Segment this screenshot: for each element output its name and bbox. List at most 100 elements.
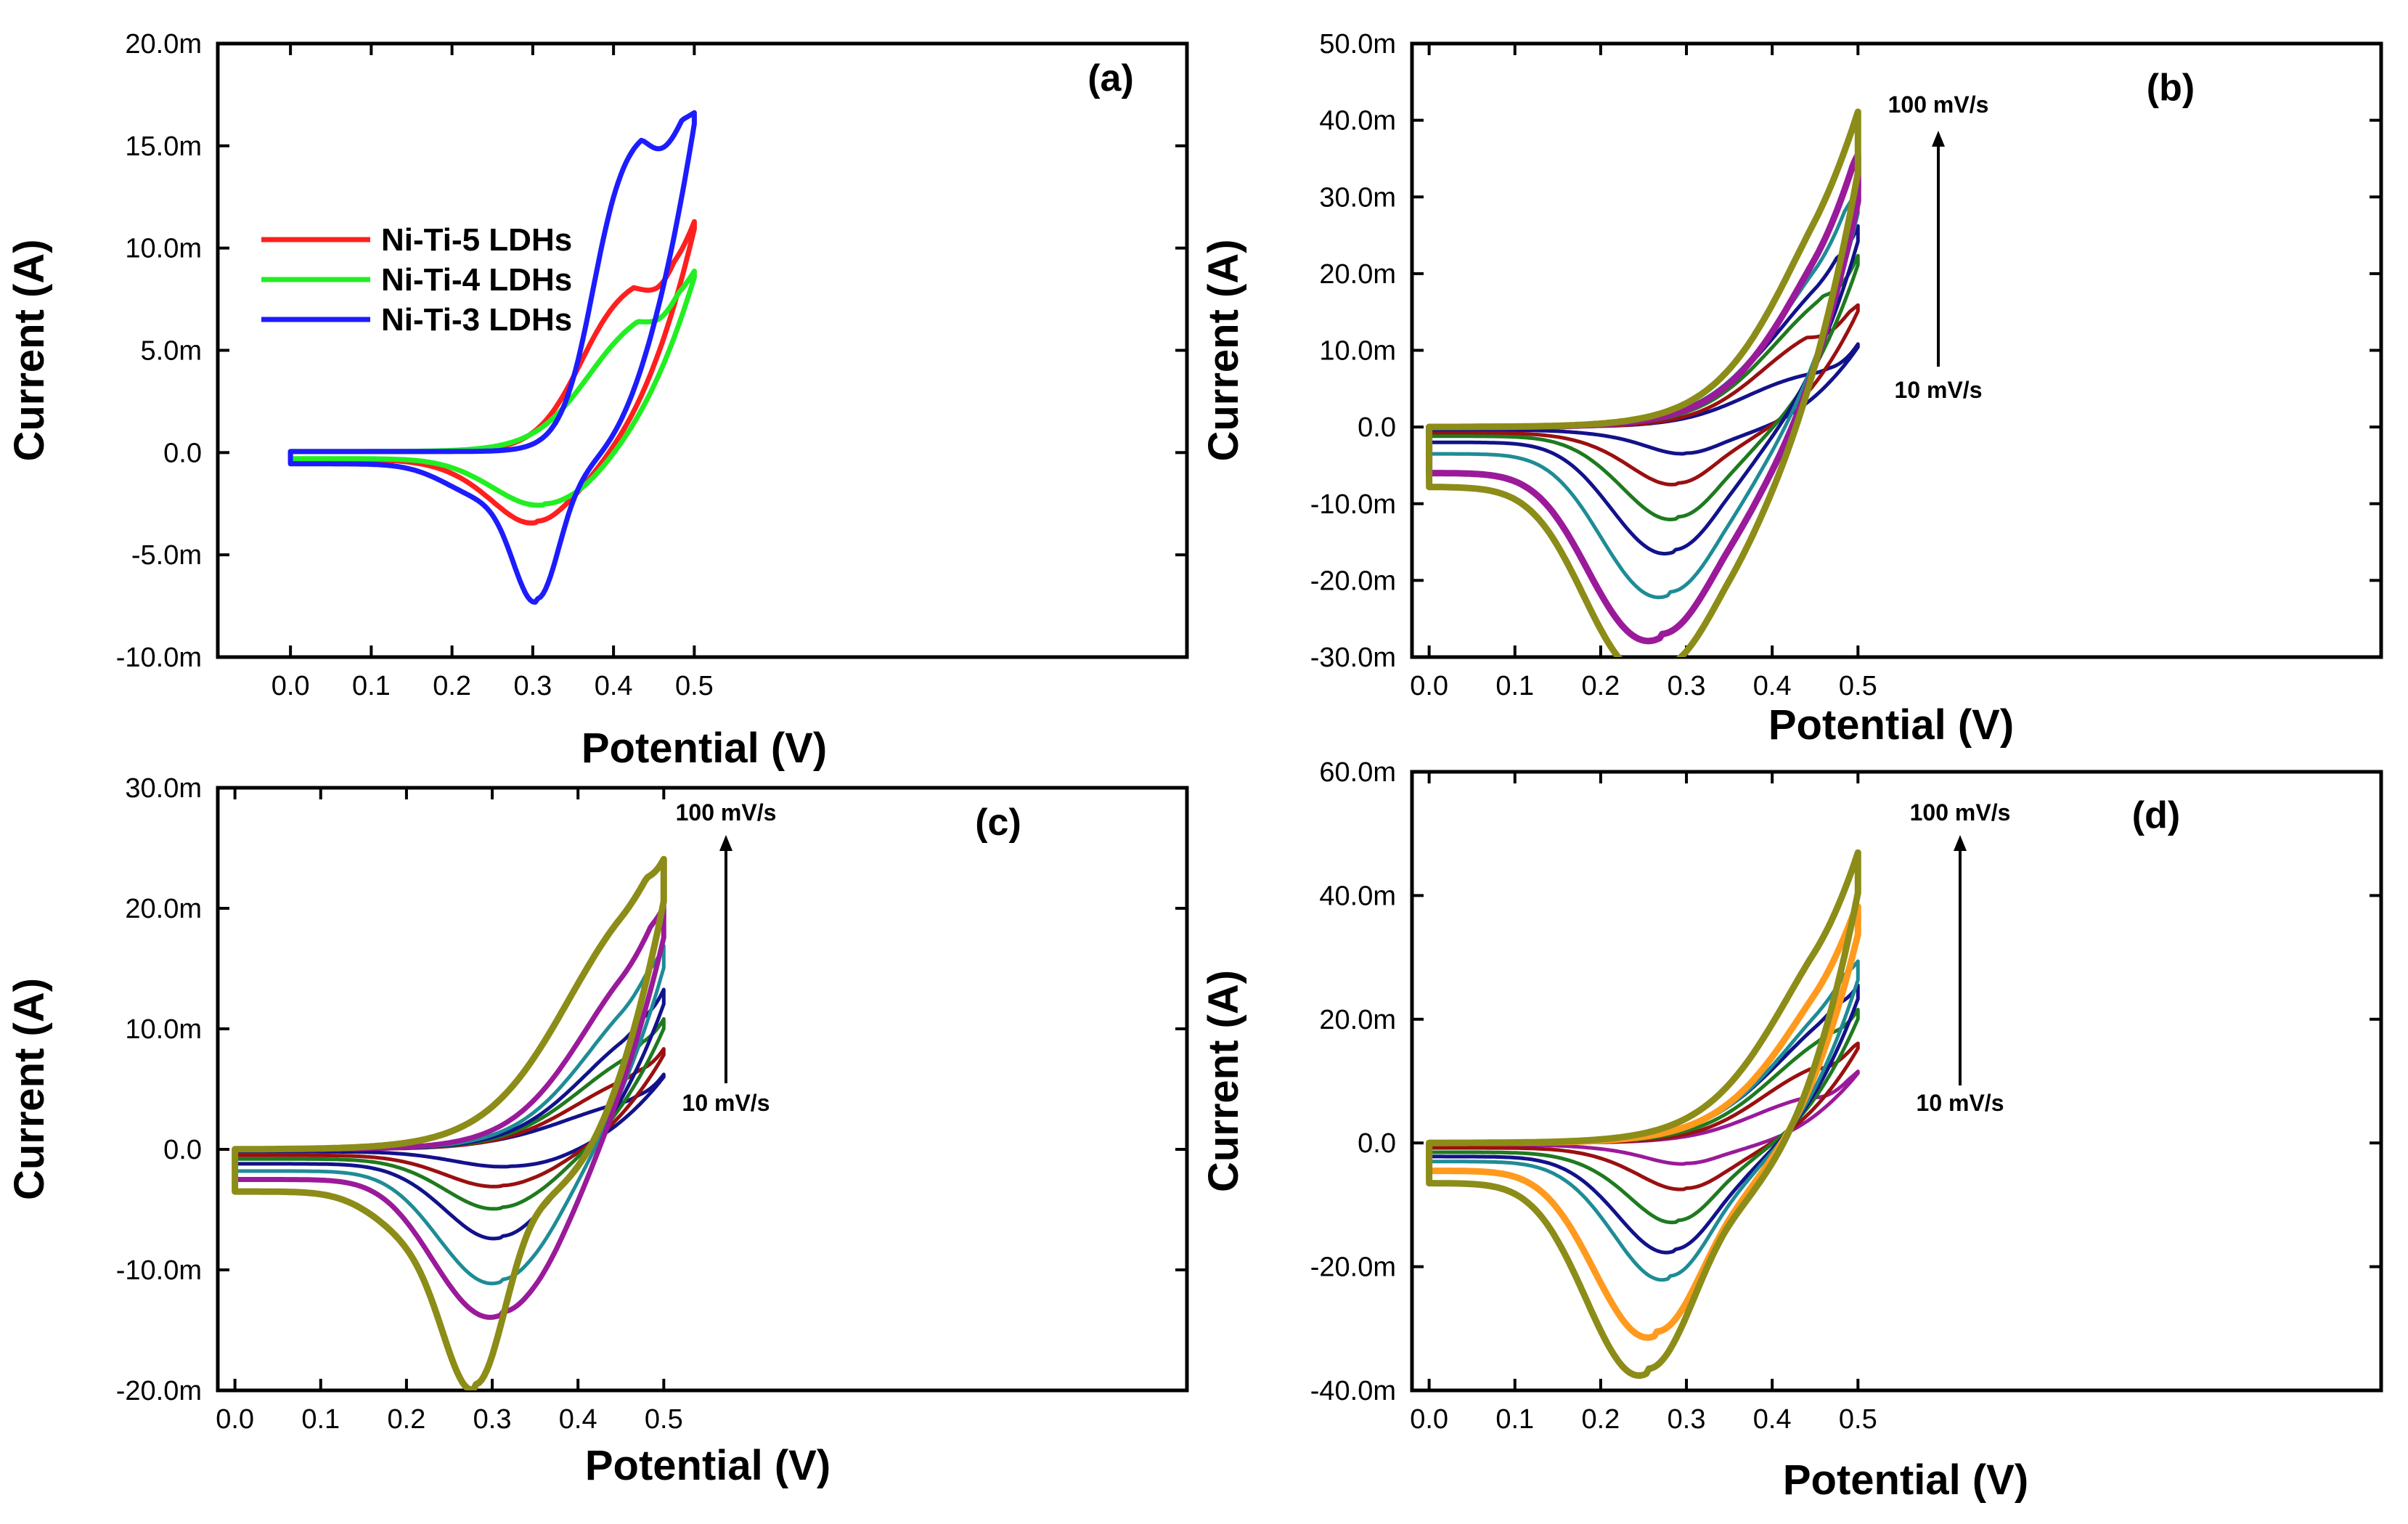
arrow-label-top: 100 mV/s — [676, 799, 777, 826]
series-line — [232, 855, 667, 1390]
x-tick-label: 0.3 — [513, 671, 552, 701]
panel-a: 0.0 0.1 0.2 0.3 0.4 0.5 -10.0m -5.0m 0.0 5.0m 10.0… — [6, 29, 1189, 772]
x-axis-title: Potential (V) — [1768, 701, 2014, 749]
series-line — [232, 904, 666, 1320]
x-tick-label: 0.1 — [301, 1404, 340, 1435]
series-line — [1426, 849, 1861, 1380]
x-tick-label: 0.4 — [1753, 1404, 1792, 1435]
series-line — [233, 1047, 666, 1189]
x-tick-label: 0.0 — [1410, 671, 1448, 701]
series-group — [1426, 108, 1861, 657]
panel-d: 0.0 0.1 0.2 0.3 0.4 0.5 -40.0m -20.0m 0.0 20.0m 40… — [1200, 757, 2383, 1504]
plot-frame — [216, 41, 1189, 659]
y-tick-label: 20.0m — [1319, 259, 1396, 290]
y-tick-label: 0.0 — [1358, 412, 1396, 443]
arrow-label-bottom: 10 mV/s — [682, 1090, 770, 1116]
x-axis-title: Potential (V) — [581, 725, 827, 772]
y-tick-label: -10.0m — [116, 1255, 202, 1286]
x-tick-label: 0.5 — [1839, 671, 1877, 701]
y-tick-label: 10.0m — [1319, 336, 1396, 367]
arrow-label-top: 100 mV/s — [1910, 799, 2011, 826]
panel-c: 0.0 0.1 0.2 0.3 0.4 0.5 -20.0m -10.0m 0.0 10.0m 20… — [6, 773, 1189, 1489]
y-tick-label: 40.0m — [1319, 881, 1396, 911]
panel-label: (b) — [2147, 67, 2195, 109]
x-tick-label: 0.5 — [645, 1404, 683, 1435]
y-tick-label: 0.0 — [163, 438, 202, 468]
y-axis-title: Current (A) — [1200, 970, 1247, 1192]
arrow-head — [1932, 131, 1945, 147]
y-tick-label: 10.0m — [125, 1014, 202, 1045]
y-tick-label: 20.0m — [1319, 1005, 1396, 1035]
x-tick-label: 0.2 — [1581, 1404, 1620, 1435]
panel-label: (c) — [975, 802, 1021, 844]
arrow-label-bottom: 10 mV/s — [1917, 1090, 2004, 1116]
series-line — [1427, 184, 1860, 600]
x-tick-label: 0.1 — [352, 671, 391, 701]
legend-entry: Ni-Ti-4 LDHs — [381, 262, 572, 298]
series-line — [1427, 303, 1860, 486]
y-tick-label: 50.0m — [1319, 29, 1396, 60]
series-group — [287, 110, 697, 605]
x-axis-title: Potential (V) — [1783, 1456, 2028, 1504]
legend: Ni-Ti-5 LDHs Ni-Ti-4 LDHs Ni-Ti-3 LDHs — [261, 222, 572, 338]
x-tick-label: 0.3 — [473, 1404, 512, 1435]
series-line — [287, 110, 697, 605]
panel-label: (a) — [1087, 57, 1134, 99]
x-tick-label: 0.1 — [1495, 1404, 1534, 1435]
y-axis-title: Current (A) — [6, 978, 53, 1200]
y-tick-label: 0.0 — [163, 1135, 202, 1165]
x-tick-label: 0.2 — [1581, 671, 1620, 701]
arrow-head — [719, 835, 732, 851]
y-tick-label: 40.0m — [1319, 106, 1396, 136]
y-tick-label: -20.0m — [1310, 1252, 1396, 1283]
y-tick-label: 60.0m — [1319, 757, 1396, 788]
x-tick-label: 0.4 — [595, 671, 633, 701]
y-tick-label: 15.0m — [125, 131, 202, 162]
y-tick-label: 0.0 — [1358, 1128, 1396, 1159]
y-tick-label: 10.0m — [125, 234, 202, 264]
plot-frame — [1410, 770, 2383, 1393]
x-tick-label: 0.0 — [216, 1404, 254, 1435]
x-tick-label: 0.5 — [675, 671, 714, 701]
panel-label: (d) — [2132, 794, 2180, 836]
y-tick-label: 30.0m — [125, 773, 202, 804]
x-tick-label: 0.4 — [1753, 671, 1792, 701]
arrow-head — [1954, 835, 1967, 851]
legend-entry: Ni-Ti-3 LDHs — [381, 302, 572, 338]
x-tick-label: 0.2 — [433, 671, 471, 701]
x-tick-label: 0.3 — [1668, 671, 1706, 701]
y-tick-label: 20.0m — [125, 894, 202, 924]
y-tick-label: 5.0m — [141, 336, 202, 367]
y-tick-label: 20.0m — [125, 29, 202, 60]
x-tick-label: 0.4 — [559, 1404, 597, 1435]
scan-rate-arrow: 100 mV/s 10 mV/s — [676, 799, 777, 1116]
series-line — [1427, 224, 1860, 556]
series-line — [233, 944, 666, 1286]
arrow-label-bottom: 10 mV/s — [1895, 377, 1983, 403]
panel-b: 0.0 0.1 0.2 0.3 0.4 0.5 -30.0m -20.0m -10.0m 0.0 1… — [1200, 29, 2383, 749]
y-tick-label: -20.0m — [116, 1376, 202, 1406]
y-tick-label: -20.0m — [1310, 566, 1396, 596]
series-line — [1426, 108, 1861, 657]
arrow-label-top: 100 mV/s — [1888, 91, 1989, 118]
plot-frame — [1410, 41, 2383, 659]
x-tick-label: 0.2 — [387, 1404, 425, 1435]
scan-rate-arrow: 100 mV/s 10 mV/s — [1888, 91, 1989, 403]
x-tick-label: 0.5 — [1839, 1404, 1877, 1435]
series-group — [232, 855, 667, 1390]
y-tick-label: -10.0m — [116, 643, 202, 673]
y-axis-title: Current (A) — [1200, 239, 1247, 461]
y-tick-label: -40.0m — [1310, 1376, 1396, 1406]
y-axis-title: Current (A) — [6, 239, 53, 461]
x-tick-label: 0.1 — [1495, 671, 1534, 701]
legend-entry: Ni-Ti-5 LDHs — [381, 222, 572, 258]
x-tick-label: 0.0 — [1410, 1404, 1448, 1435]
series-line — [233, 987, 666, 1241]
series-group — [1426, 849, 1861, 1380]
x-axis-title: Potential (V) — [585, 1442, 830, 1489]
y-tick-label: -10.0m — [1310, 489, 1396, 520]
x-tick-label: 0.3 — [1668, 1404, 1706, 1435]
plot-frame — [216, 786, 1189, 1393]
y-tick-label: -30.0m — [1310, 643, 1396, 673]
